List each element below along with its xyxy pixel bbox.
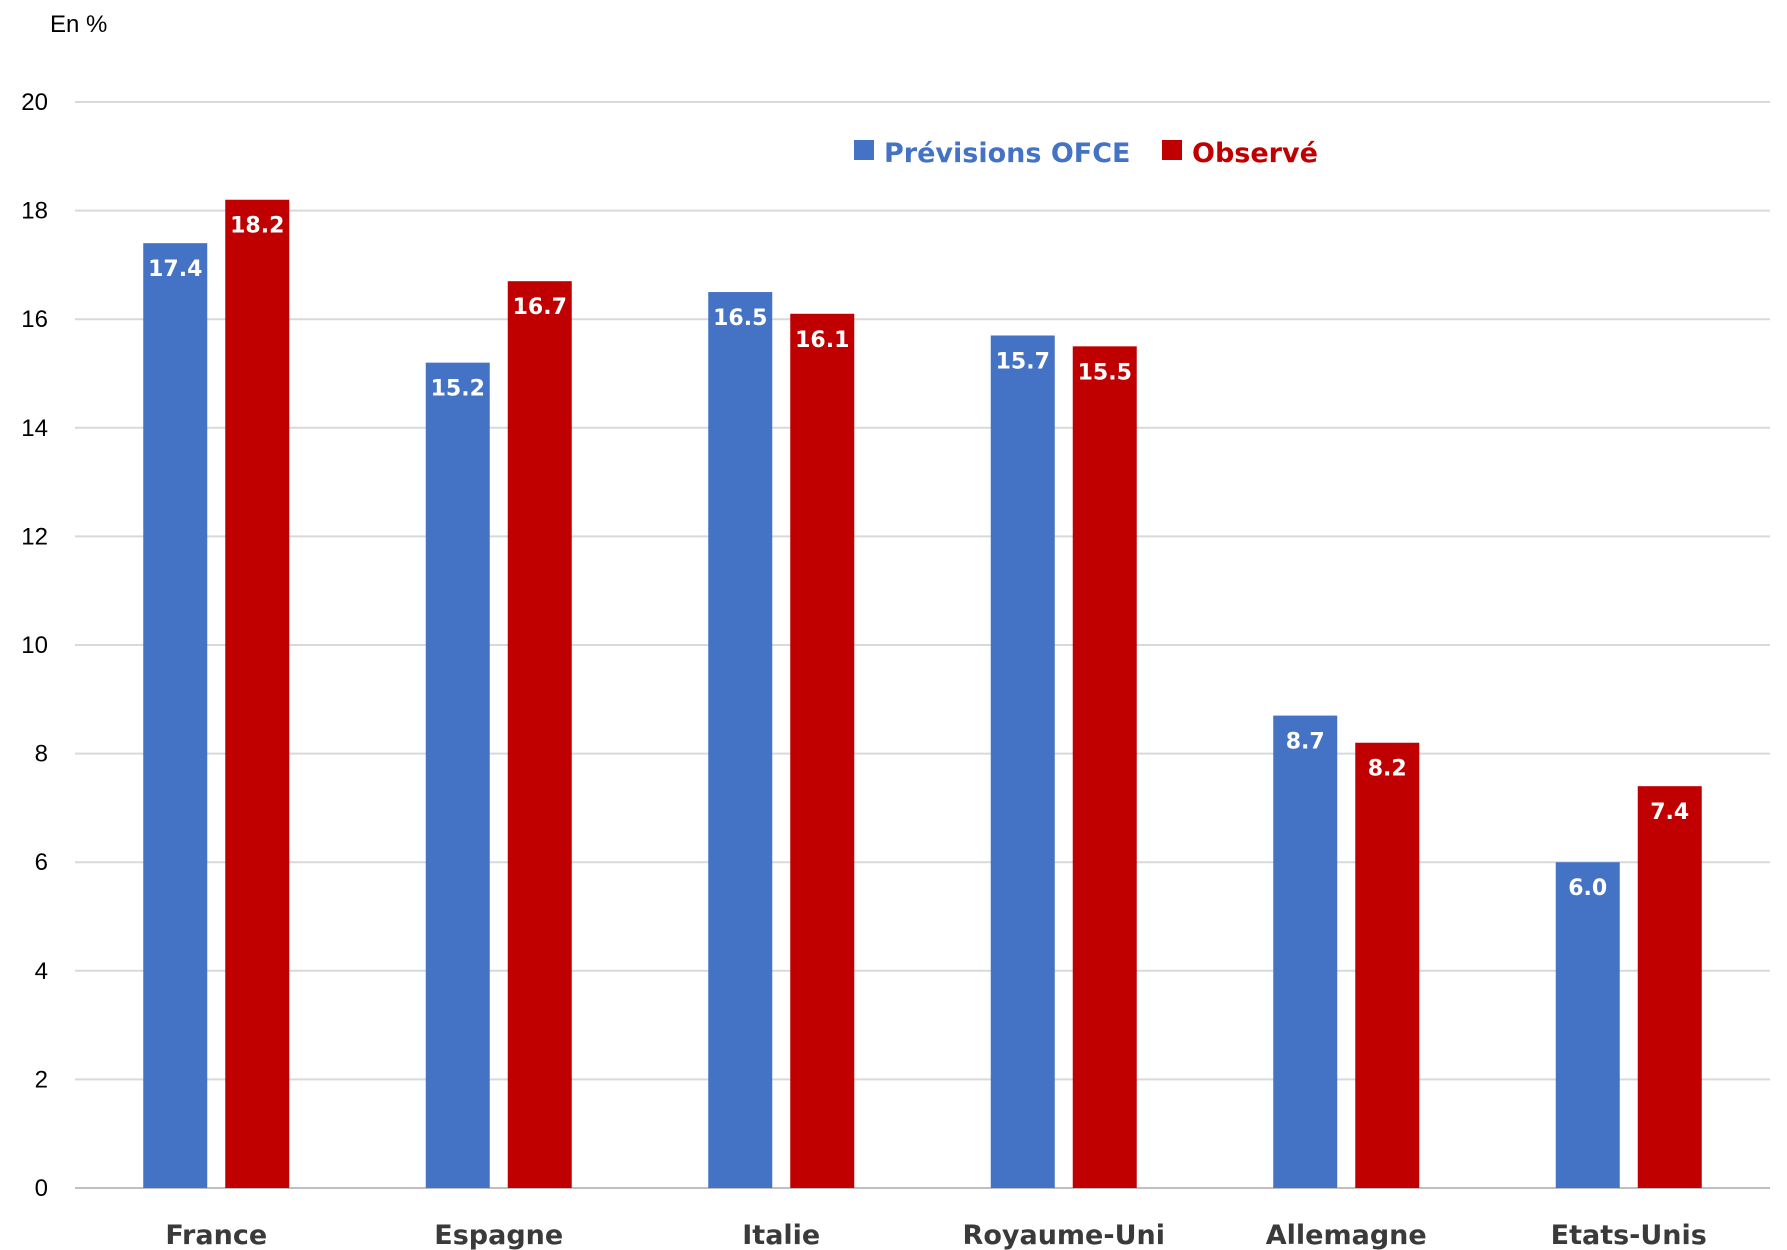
bar-previsions: [143, 243, 208, 1188]
data-labels: 17.4 18.2 15.2 16.7 16.5 16.1 15.7 15.5 8.7 8.2 6.…: [148, 214, 1689, 901]
gridlines: [75, 101, 1770, 1189]
data-label: 16.7: [513, 295, 567, 320]
bar-observe: [1637, 786, 1702, 1188]
y-tick-label: 12: [21, 523, 48, 550]
bar-previsions: [425, 362, 490, 1188]
data-label: 7.4: [1650, 800, 1689, 825]
bar-previsions: [1273, 715, 1338, 1188]
data-label: 15.5: [1078, 360, 1132, 385]
y-tick-label: 6: [35, 849, 48, 876]
legend-label-previsions: Prévisions OFCE: [884, 138, 1131, 169]
data-label: 17.4: [148, 257, 202, 282]
data-label: 15.7: [996, 349, 1050, 374]
legend-swatch-previsions: [854, 140, 874, 160]
bars: [143, 199, 1702, 1189]
data-label: 6.0: [1568, 876, 1607, 901]
y-tick-label: 20: [21, 89, 48, 116]
x-axis-categories: France Espagne Italie Royaume-Uni Allemagne E…: [165, 1220, 1707, 1250]
bar-observe: [507, 281, 572, 1188]
y-tick-label: 16: [21, 306, 48, 333]
data-label: 8.2: [1368, 757, 1407, 782]
bar-observe: [790, 313, 855, 1188]
data-label: 15.2: [431, 377, 485, 402]
x-category-label: Italie: [742, 1220, 820, 1250]
y-tick-label: 10: [21, 632, 48, 659]
data-label: 8.7: [1286, 730, 1325, 755]
y-tick-label: 8: [35, 741, 48, 768]
legend-swatch-observe: [1162, 140, 1182, 160]
bar-previsions: [990, 335, 1055, 1188]
data-label: 16.5: [713, 306, 767, 331]
bar-previsions: [708, 292, 773, 1188]
x-category-label: France: [165, 1220, 267, 1250]
y-tick-label: 14: [21, 415, 48, 442]
data-label: 18.2: [230, 214, 284, 239]
bar-observe: [1072, 346, 1137, 1189]
unit-label: En %: [50, 11, 107, 38]
bar-observe: [225, 199, 290, 1189]
legend: Prévisions OFCE Observé: [854, 138, 1318, 169]
legend-label-observe: Observé: [1192, 138, 1318, 169]
x-category-label: Royaume-Uni: [963, 1220, 1165, 1250]
y-tick-label: 4: [35, 958, 48, 985]
bar-previsions: [1555, 862, 1620, 1188]
y-tick-label: 18: [21, 198, 48, 225]
x-category-label: Allemagne: [1266, 1220, 1427, 1250]
bar-observe: [1355, 742, 1420, 1188]
x-category-label: Espagne: [434, 1220, 563, 1250]
y-tick-label: 0: [35, 1175, 48, 1202]
y-tick-label: 2: [35, 1066, 48, 1093]
x-category-label: Etats-Unis: [1551, 1220, 1707, 1250]
data-label: 16.1: [795, 328, 849, 353]
y-axis-ticks: 0 2 4 6 8 10 12 14 16 18 20: [21, 89, 48, 1202]
